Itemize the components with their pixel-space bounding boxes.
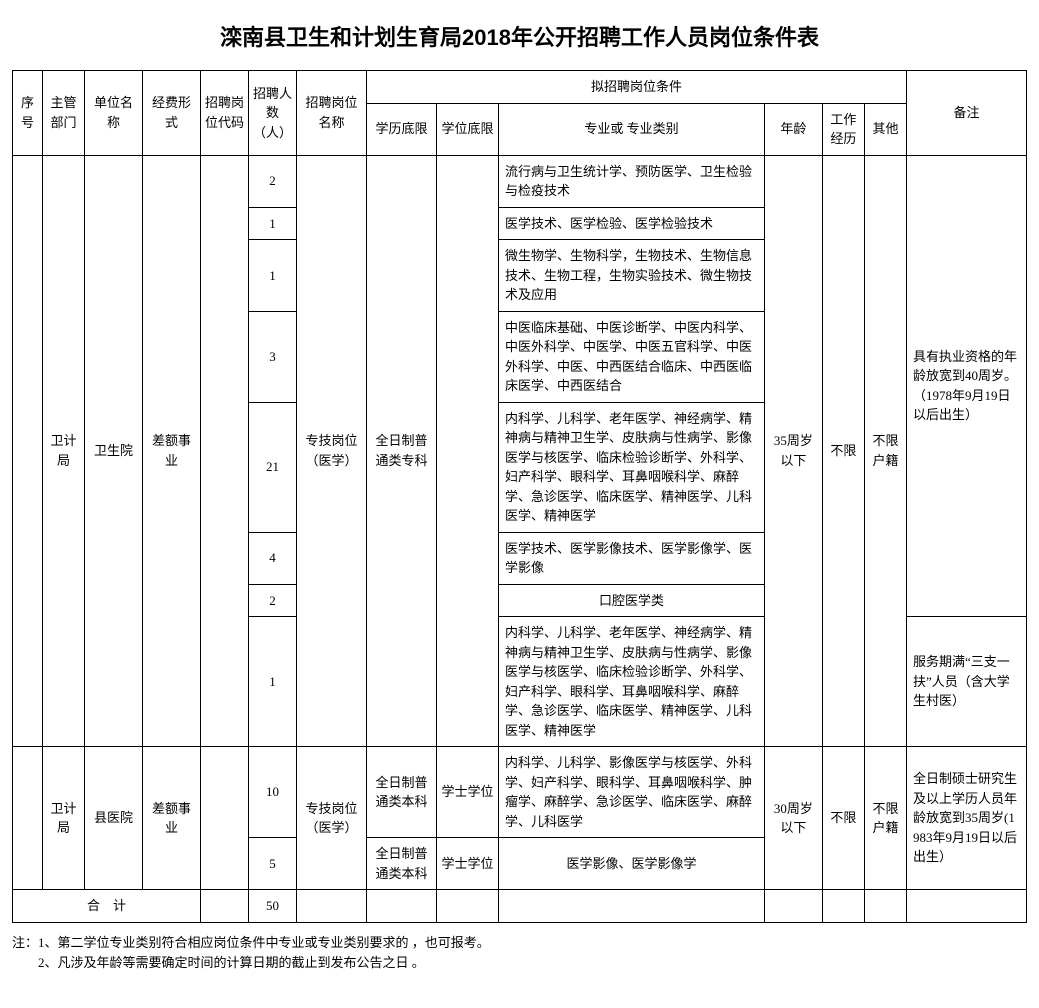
cell-major: 内科学、儿科学、老年医学、神经病学、精神病与精神卫生学、皮肤病与性病学、影像医学…	[499, 402, 765, 532]
cell-count: 5	[249, 838, 297, 890]
cell-empty	[297, 890, 367, 923]
cell-major: 内科学、儿科学、影像医学与核医学、外科学、妇产科学、眼科学、耳鼻咽喉科学、肿瘤学…	[499, 747, 765, 838]
th-age: 年龄	[764, 103, 822, 155]
cell-exp: 不限	[822, 155, 864, 747]
cell-age: 35周岁以下	[764, 155, 822, 747]
th-funding: 经费形式	[143, 71, 201, 156]
footnote-1: 注：1、第二学位专业类别符合相应岗位条件中专业或专业类别要求的 ，也可报考。	[12, 933, 1027, 954]
cell-remark: 服务期满“三支一扶”人员（含大学生村医）	[907, 617, 1027, 747]
cell-seq	[13, 155, 43, 747]
cell-postname: 专技岗位（医学）	[297, 155, 367, 747]
th-postname: 招聘岗位名称	[297, 71, 367, 156]
th-other: 其他	[864, 103, 906, 155]
cell-funding: 差额事业	[143, 155, 201, 747]
cell-degreemin: 学士学位	[437, 747, 499, 838]
page-title: 滦南县卫生和计划生育局2018年公开招聘工作人员岗位条件表	[12, 20, 1027, 52]
recruitment-table: 序号 主管部门 单位名称 经费形式 招聘岗位代码 招聘人数（人） 招聘岗位名称 …	[12, 70, 1027, 923]
cell-other: 不限户籍	[864, 747, 906, 890]
cell-remark: 具有执业资格的年龄放宽到40周岁。 （1978年9月19日以后出生）	[907, 155, 1027, 617]
cell-major: 流行病与卫生统计学、预防医学、卫生检验与检疫技术	[499, 155, 765, 207]
cell-count: 10	[249, 747, 297, 838]
cell-funding: 差额事业	[143, 747, 201, 890]
cell-remark: 全日制硕士研究生及以上学历人员年龄放宽到35周岁(1983年9月19日以后出生）	[907, 747, 1027, 890]
total-row: 合 计 50	[13, 890, 1027, 923]
th-seq: 序号	[13, 71, 43, 156]
cell-empty	[864, 890, 906, 923]
table-row: 卫计局 卫生院 差额事业 2 专技岗位（医学） 全日制普通类专科 流行病与卫生统…	[13, 155, 1027, 207]
cell-major: 医学影像、医学影像学	[499, 838, 765, 890]
cell-postcode	[201, 747, 249, 890]
cell-age: 30周岁以下	[764, 747, 822, 890]
cell-edumin: 全日制普通类本科	[367, 838, 437, 890]
cell-postcode	[201, 155, 249, 747]
th-unit: 单位名称	[85, 71, 143, 156]
th-edumin: 学历底限	[367, 103, 437, 155]
cell-seq	[13, 747, 43, 890]
footnotes: 注：1、第二学位专业类别符合相应岗位条件中专业或专业类别要求的 ，也可报考。 2…	[12, 933, 1027, 975]
th-dept: 主管部门	[43, 71, 85, 156]
cell-total-count: 50	[249, 890, 297, 923]
cell-major: 医学技术、医学检验、医学检验技术	[499, 207, 765, 240]
cell-dept: 卫计局	[43, 747, 85, 890]
cell-other: 不限户籍	[864, 155, 906, 747]
cell-empty	[201, 890, 249, 923]
header-row-1: 序号 主管部门 单位名称 经费形式 招聘岗位代码 招聘人数（人） 招聘岗位名称 …	[13, 71, 1027, 104]
cell-edumin: 全日制普通类专科	[367, 155, 437, 747]
cell-count: 4	[249, 532, 297, 584]
cell-empty	[499, 890, 765, 923]
cell-major: 口腔医学类	[499, 584, 765, 617]
cell-total-label: 合 计	[13, 890, 201, 923]
cell-postname: 专技岗位（医学）	[297, 747, 367, 890]
cell-major: 医学技术、医学影像技术、医学影像学、医学影像	[499, 532, 765, 584]
cell-count: 1	[249, 240, 297, 312]
th-condgroup: 拟招聘岗位条件	[367, 71, 907, 104]
cell-major: 内科学、儿科学、老年医学、神经病学、精神病与精神卫生学、皮肤病与性病学、影像医学…	[499, 617, 765, 747]
cell-empty	[822, 890, 864, 923]
cell-edumin: 全日制普通类本科	[367, 747, 437, 838]
footnote-2: 2、凡涉及年龄等需要确定时间的计算日期的截止到发布公告之日 。	[12, 953, 1027, 974]
cell-dept: 卫计局	[43, 155, 85, 747]
th-postcode: 招聘岗位代码	[201, 71, 249, 156]
cell-count: 2	[249, 584, 297, 617]
cell-degreemin	[437, 155, 499, 747]
cell-count: 1	[249, 207, 297, 240]
cell-count: 2	[249, 155, 297, 207]
cell-unit: 县医院	[85, 747, 143, 890]
th-count: 招聘人数（人）	[249, 71, 297, 156]
th-major: 专业或 专业类别	[499, 103, 765, 155]
cell-empty	[907, 890, 1027, 923]
th-exp: 工作经历	[822, 103, 864, 155]
cell-count: 21	[249, 402, 297, 532]
cell-count: 1	[249, 617, 297, 747]
table-row: 卫计局 县医院 差额事业 10 专技岗位（医学） 全日制普通类本科 学士学位 内…	[13, 747, 1027, 838]
cell-major: 微生物学、生物科学，生物技术、生物信息技术、生物工程，生物实验技术、微生物技术及…	[499, 240, 765, 312]
cell-major: 中医临床基础、中医诊断学、中医内科学、中医外科学、中医学、中医五官科学、中医外科…	[499, 311, 765, 402]
cell-exp: 不限	[822, 747, 864, 890]
cell-unit: 卫生院	[85, 155, 143, 747]
cell-empty	[764, 890, 822, 923]
th-degreemin: 学位底限	[437, 103, 499, 155]
th-remark: 备注	[907, 71, 1027, 156]
cell-empty	[437, 890, 499, 923]
cell-count: 3	[249, 311, 297, 402]
cell-empty	[367, 890, 437, 923]
cell-degreemin: 学士学位	[437, 838, 499, 890]
